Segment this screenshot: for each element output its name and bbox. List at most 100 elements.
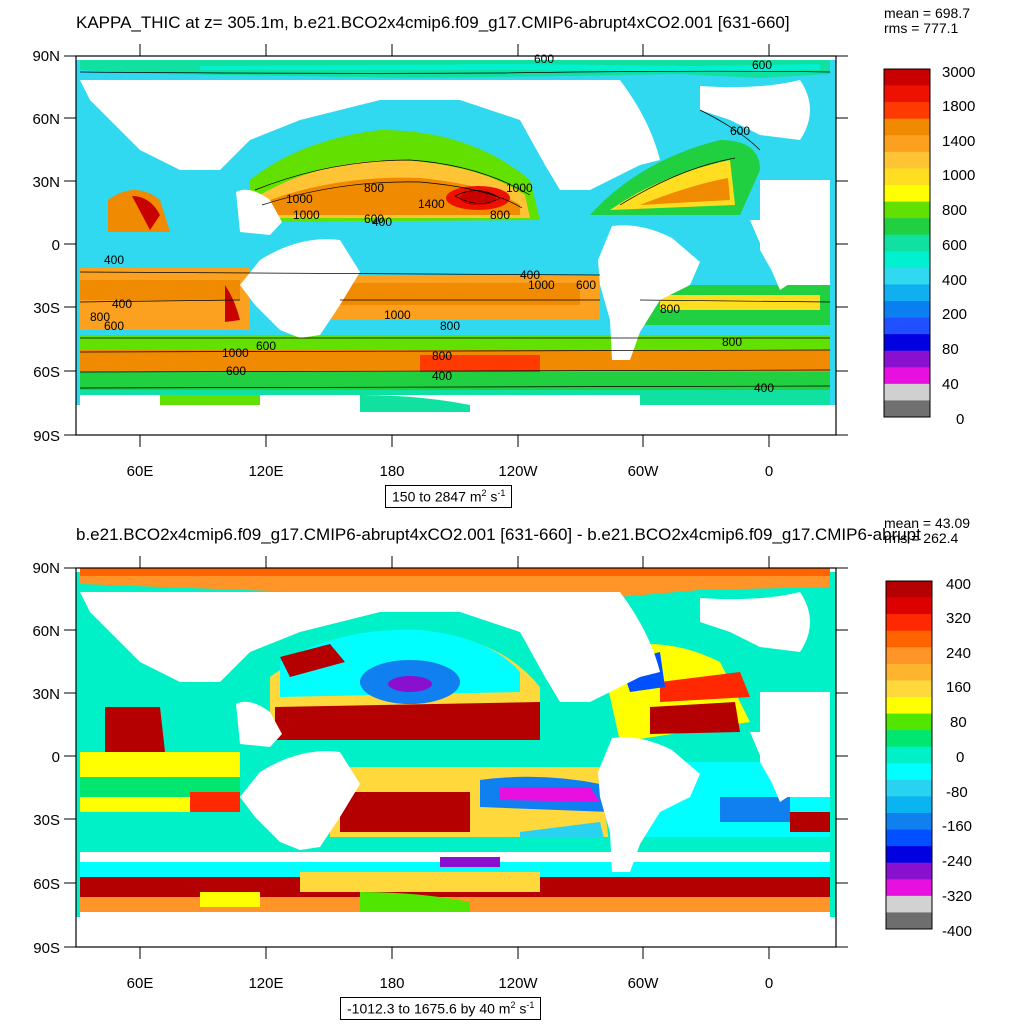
bottom-lon-axis: 60E 120E 180 120W 60W 0 — [127, 556, 773, 992]
bottom-map-field — [76, 568, 836, 947]
colorbar-swatch — [884, 267, 930, 285]
contour-label: 800 — [90, 310, 110, 324]
colorbar-swatch — [884, 251, 930, 269]
colorbar-swatch — [886, 746, 932, 764]
unit-s: s — [486, 488, 498, 505]
colorbar-swatch — [884, 151, 930, 169]
contour-label: 1000 — [506, 181, 533, 195]
top-rms-label: rms = 777.1 — [884, 20, 959, 36]
bottom-panel-title: b.e21.BCO2x4cmip6.f09_g17.CMIP6-abrupt4x… — [76, 525, 921, 544]
colorbar-label: 160 — [946, 679, 971, 696]
colorbar-swatch — [884, 69, 930, 86]
lat-label: 60N — [32, 111, 60, 128]
contour-label: 600 — [226, 364, 246, 378]
colorbar-swatch — [886, 597, 932, 615]
colorbar-swatch — [886, 862, 932, 880]
bottom-range-box: -1012.3 to 1675.6 by 40 m2 s-1 — [340, 997, 542, 1020]
colorbar-label: 40 — [942, 376, 959, 393]
colorbar-swatch — [884, 301, 930, 318]
top-colorbar — [883, 68, 931, 418]
unit-s: s — [515, 1000, 527, 1017]
colorbar-label: 240 — [946, 645, 971, 662]
bottom-panel: b.e21.BCO2x4cmip6.f09_g17.CMIP6-abrupt4x… — [0, 512, 1024, 1024]
colorbar-label: 80 — [950, 714, 967, 731]
bottom-colorbar-labels: 400 320 240 160 80 0 -80 -160 -240 -320 … — [942, 576, 972, 940]
colorbar-label: 80 — [942, 341, 959, 358]
colorbar-swatch — [886, 581, 932, 598]
colorbar-label: 0 — [956, 749, 964, 766]
colorbar-label: -240 — [942, 853, 972, 870]
top-map-svg: 600 600 600 1000 800 1000 1000 1400 600 … — [32, 44, 975, 480]
contour-label: 600 — [752, 58, 772, 72]
contour-label: 1000 — [384, 308, 411, 322]
lon-label: 120W — [498, 975, 538, 992]
colorbar-swatch — [884, 102, 930, 120]
bottom-map-svg: 90N 60N 30N 0 30S 60S 90S 60E 120E 180 1… — [32, 556, 972, 992]
lon-label: 60W — [628, 975, 660, 992]
colorbar-swatch — [886, 763, 932, 781]
top-range-box: 150 to 2847 m2 s-1 — [385, 485, 513, 508]
colorbar-label: -320 — [942, 888, 972, 905]
bottom-range-text: -1012.3 to 1675.6 by 40 m — [347, 1000, 511, 1017]
colorbar-label: 1800 — [942, 98, 975, 115]
colorbar-swatch — [886, 829, 932, 847]
colorbar-swatch — [886, 630, 932, 648]
lat-label: 90S — [33, 940, 60, 957]
lat-label: 90S — [33, 428, 60, 445]
colorbar-swatch — [886, 846, 932, 864]
contour-label: 800 — [364, 181, 384, 195]
colorbar-frame — [885, 580, 933, 930]
lat-label: 30N — [32, 174, 60, 191]
colorbar-swatch — [886, 663, 932, 681]
colorbar-label: 600 — [942, 237, 967, 254]
lon-label: 180 — [379, 463, 404, 480]
contour-label: 800 — [490, 208, 510, 222]
contour-label: 400 — [104, 253, 124, 267]
contour-label: 1400 — [418, 197, 445, 211]
colorbar-swatch — [886, 879, 932, 897]
colorbar-swatch — [886, 614, 932, 632]
colorbar-label: 3000 — [942, 64, 975, 81]
colorbar-swatch — [884, 118, 930, 136]
colorbar-label: 400 — [942, 272, 967, 289]
contour-label: 600 — [730, 124, 750, 138]
colorbar-swatch — [884, 317, 930, 335]
colorbar-swatch — [886, 796, 932, 814]
top-lat-axis: 90N 60N 30N 0 30S 60S 90S — [32, 48, 848, 445]
contour-label: 400 — [432, 369, 452, 383]
bottom-colorbar — [885, 580, 933, 930]
contour-label: 800 — [432, 349, 452, 363]
contour-label: 400 — [754, 381, 774, 395]
bottom-map-frame — [75, 567, 837, 948]
colorbar-swatch — [886, 697, 932, 714]
contour-label: 600 — [534, 52, 554, 66]
bottom-lat-axis: 90N 60N 30N 0 30S 60S 90S — [32, 560, 848, 957]
colorbar-swatch — [884, 284, 930, 302]
lon-label: 120W — [498, 463, 538, 480]
contour-label: 600 — [576, 278, 596, 292]
bottom-rms-label: rms = 262.4 — [884, 530, 959, 546]
contour-label: 400 — [112, 297, 132, 311]
lat-label: 30S — [33, 812, 60, 829]
contour-label: 600 — [256, 339, 276, 353]
colorbar-label: -160 — [942, 818, 972, 835]
lat-label: 60S — [33, 876, 60, 893]
colorbar-swatch — [884, 201, 930, 219]
contour-label: 600 — [364, 212, 384, 226]
colorbar-frame — [883, 68, 931, 418]
lon-label: 60W — [628, 463, 660, 480]
colorbar-label: 1400 — [942, 133, 975, 150]
colorbar-swatch — [884, 400, 930, 418]
colorbar-label: 0 — [956, 411, 964, 428]
contour-label: 1000 — [528, 278, 555, 292]
colorbar-swatch — [884, 85, 930, 103]
colorbar-swatch — [884, 383, 930, 401]
colorbar-swatch — [886, 647, 932, 665]
top-range-text: 150 to 2847 m — [392, 488, 482, 505]
unit-sup: 2 — [510, 1000, 516, 1010]
lat-label: 0 — [52, 237, 60, 254]
lat-label: 60S — [33, 364, 60, 381]
colorbar-swatch — [886, 713, 932, 731]
contour-label: 1000 — [286, 192, 313, 206]
top-colorbar-labels: 3000 1800 1400 1000 800 600 400 200 80 4… — [942, 64, 975, 428]
